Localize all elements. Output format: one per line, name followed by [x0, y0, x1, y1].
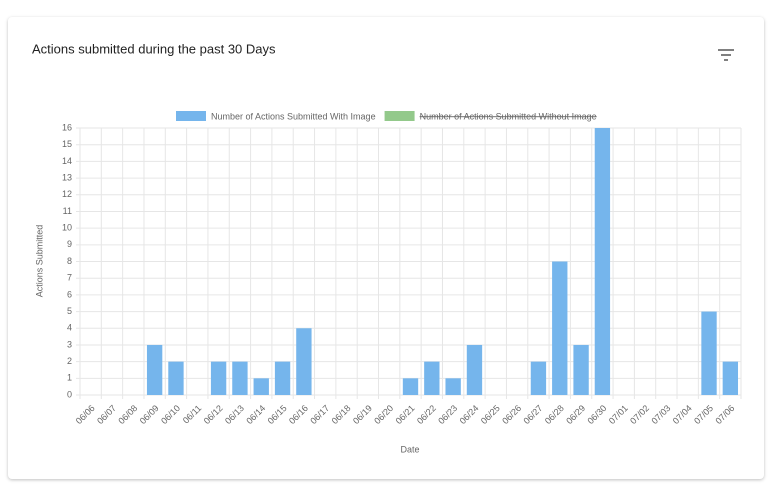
y-tick-label: 11 — [63, 206, 72, 216]
x-tick-label: 06/23 — [436, 403, 459, 426]
x-tick-label: 06/21 — [394, 403, 417, 426]
y-tick-label: 5 — [67, 306, 72, 316]
legend-swatch — [384, 111, 415, 121]
bar — [722, 361, 739, 395]
y-tick-label: 10 — [62, 223, 72, 233]
bar — [232, 361, 248, 395]
x-tick-label: 06/18 — [330, 403, 353, 426]
bar — [274, 361, 291, 395]
x-tick-label: 06/30 — [585, 403, 608, 426]
x-tick-label: 06/15 — [266, 403, 289, 426]
x-tick-label: 07/01 — [607, 403, 630, 426]
x-tick-label: 07/03 — [649, 403, 672, 426]
y-tick-label: 14 — [62, 156, 72, 166]
x-tick-label: 06/17 — [308, 403, 331, 426]
x-tick-label: 06/29 — [564, 403, 587, 426]
bar — [296, 328, 312, 395]
legend-label[interactable]: Number of Actions Submitted With Image — [211, 111, 376, 121]
y-tick-label: 7 — [67, 273, 72, 283]
x-tick-label: 06/06 — [74, 403, 97, 426]
x-tick-label: 06/12 — [202, 403, 225, 426]
x-tick-label: 07/04 — [671, 403, 694, 426]
legend-label[interactable]: Number of Actions Submitted Without Imag… — [420, 111, 597, 121]
bar — [253, 378, 269, 395]
bar — [573, 344, 589, 395]
y-tick-label: 2 — [67, 356, 72, 366]
x-tick-label: 06/14 — [244, 403, 267, 426]
bar — [701, 311, 717, 395]
card-title: Actions submitted during the past 30 Day… — [32, 41, 276, 56]
bar — [466, 344, 483, 395]
x-tick-label: 07/05 — [692, 403, 715, 426]
bar — [424, 361, 440, 395]
x-tick-label: 06/27 — [522, 403, 545, 426]
legend-swatch — [176, 111, 206, 121]
y-tick-label: 4 — [67, 323, 72, 333]
x-axis-title: Date — [400, 444, 419, 454]
x-tick-label: 07/02 — [628, 403, 651, 426]
y-tick-label: 1 — [67, 373, 72, 383]
x-tick-label: 06/25 — [479, 403, 502, 426]
y-tick-label: 15 — [62, 139, 72, 149]
y-tick-label: 3 — [67, 339, 72, 349]
y-tick-label: 16 — [62, 122, 72, 132]
y-tick-label: 8 — [67, 256, 72, 266]
x-tick-label: 07/06 — [713, 403, 736, 426]
y-tick-label: 9 — [67, 239, 72, 249]
bar — [530, 361, 547, 395]
x-tick-label: 06/10 — [159, 403, 182, 426]
card — [8, 17, 764, 479]
x-tick-label: 06/13 — [223, 403, 246, 426]
x-tick-label: 06/20 — [372, 403, 395, 426]
bar — [445, 378, 461, 395]
x-tick-label: 06/28 — [543, 403, 566, 426]
y-tick-label: 12 — [62, 189, 72, 199]
y-tick-label: 0 — [67, 389, 72, 399]
bar — [594, 128, 611, 395]
filter-icon[interactable] — [718, 49, 734, 61]
y-tick-label: 6 — [67, 289, 72, 299]
x-tick-label: 06/24 — [458, 403, 481, 426]
x-tick-label: 06/16 — [287, 403, 310, 426]
bar — [146, 344, 163, 395]
x-tick-label: 06/22 — [415, 403, 438, 426]
bar — [552, 261, 568, 395]
bar — [168, 361, 184, 395]
x-tick-label: 06/11 — [181, 403, 204, 426]
y-tick-label: 13 — [62, 172, 72, 182]
bar — [210, 361, 227, 395]
x-tick-label: 06/19 — [351, 403, 374, 426]
bar — [402, 378, 419, 395]
y-axis-title: Actions Submitted — [34, 225, 44, 298]
x-tick-label: 06/26 — [500, 403, 523, 426]
x-tick-label: 06/08 — [116, 403, 139, 426]
x-tick-label: 06/07 — [95, 403, 118, 426]
x-tick-label: 06/09 — [138, 403, 161, 426]
